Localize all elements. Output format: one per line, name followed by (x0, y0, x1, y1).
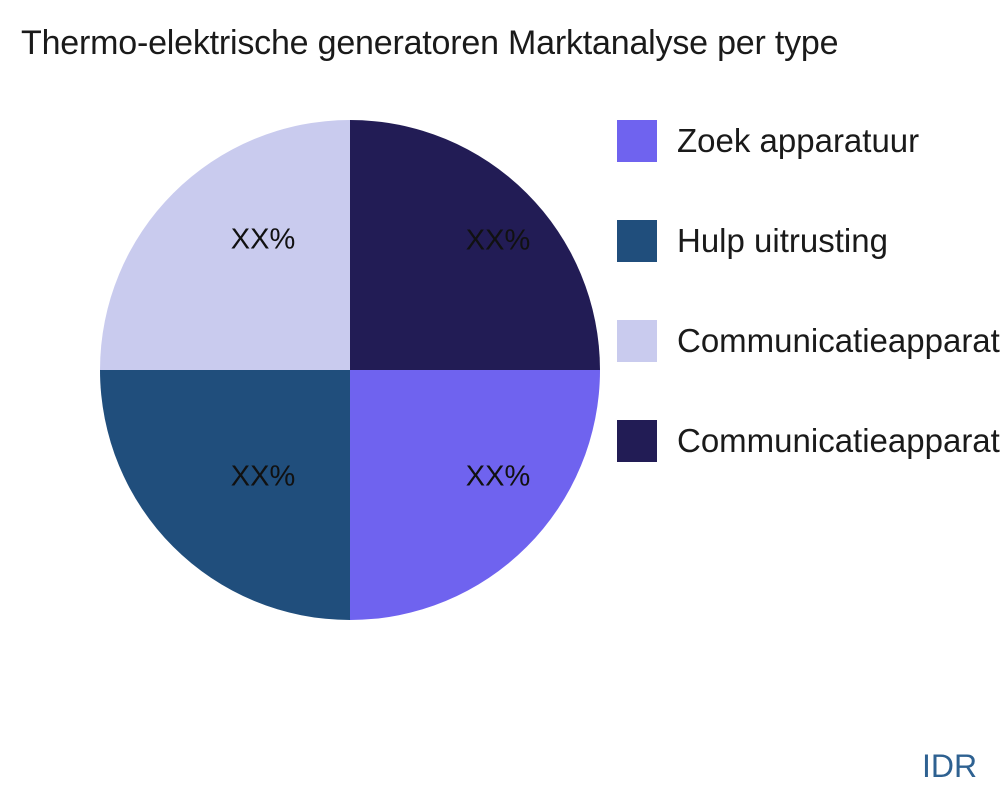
legend-label: Communicatieapparatuur (677, 422, 1000, 459)
legend-item: Hulp uitrusting (617, 220, 1000, 262)
legend-label: Hulp uitrusting (677, 222, 888, 259)
pie-chart (100, 120, 600, 620)
legend-item: Communicatieapparatuur (617, 320, 1000, 362)
pie-slice-value-label: XX% (465, 460, 531, 493)
pie-slice-zoek-apparatuur (350, 370, 600, 620)
watermark-idr: IDR (922, 748, 978, 784)
pie-svg (100, 120, 600, 620)
pie-slice-value-label: XX% (230, 223, 296, 256)
page-title: Thermo-elektrische generatoren Marktanal… (21, 24, 839, 62)
legend-swatch-icon (617, 320, 657, 362)
legend-label: Zoek apparatuur (677, 122, 920, 159)
legend-swatch-icon (617, 120, 657, 162)
pie-slice-communicatieapparatuur-dark (350, 120, 600, 370)
pie-slice-value-label: XX% (465, 224, 531, 257)
legend: Zoek apparatuur Hulp uitrusting Communic… (617, 120, 1000, 462)
legend-swatch-icon (617, 220, 657, 262)
pie-slice-hulp-uitrusting (100, 370, 350, 620)
legend-item: Communicatieapparatuur (617, 420, 1000, 462)
legend-item: Zoek apparatuur (617, 120, 1000, 162)
legend-swatch-icon (617, 420, 657, 462)
pie-slice-value-label: XX% (230, 460, 296, 493)
pie-slice-communicatieapparatuur-light (100, 120, 350, 370)
legend-label: Communicatieapparatuur (677, 322, 1000, 359)
